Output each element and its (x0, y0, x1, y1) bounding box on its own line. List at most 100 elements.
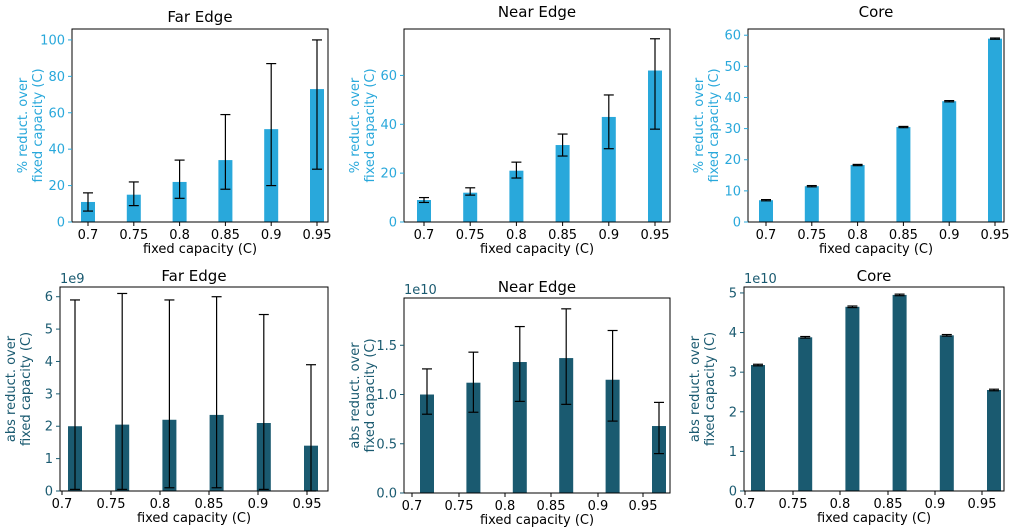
y-tick-label: 0 (729, 485, 737, 500)
error-bar (806, 184, 817, 188)
error-bar (557, 133, 568, 157)
x-tick-label: 0.95 (981, 228, 1010, 243)
y-tick-label: 50 (724, 60, 741, 75)
y-tick-label: 5 (45, 323, 53, 338)
error-bar (761, 198, 771, 202)
bar (896, 127, 911, 222)
bar (652, 426, 666, 493)
y-axis-label-line: abs reduct. over (348, 342, 363, 449)
error-bar (83, 192, 93, 212)
y-tick-label: 0 (45, 485, 53, 500)
bar (172, 181, 187, 222)
x-axis-label: fixed capacity (C) (819, 242, 933, 257)
chart-title: Far Edge (161, 267, 226, 285)
y-axis-label: % reduct. overfixed capacity (C) (348, 68, 378, 182)
x-axis-label: fixed capacity (C) (137, 511, 251, 526)
bar (942, 101, 957, 222)
x-tick-label: 0.95 (968, 497, 997, 512)
bar (988, 38, 1002, 223)
x-axis-label: fixed capacity (C) (143, 242, 257, 257)
y-axis-label-line: fixed capacity (C) (31, 68, 46, 182)
y-tick-label: 3 (729, 366, 737, 381)
x-tick-label: 0.9 (248, 497, 269, 512)
subplot-2: 0 20 40 60 0.7 0.75 0.8 0.85 0.9 0.95 Near Edge fix… (348, 3, 671, 257)
bar (420, 394, 434, 493)
error-bar (174, 159, 185, 199)
error-bar (514, 325, 525, 403)
y-tick-label: 1 (729, 445, 737, 460)
x-tick-label: 0.8 (830, 497, 851, 512)
bar (759, 200, 773, 222)
y-axis-label: % reduct. overfixed capacity (C) (16, 68, 46, 182)
error-bar (753, 363, 763, 367)
axes-frame (71, 28, 329, 223)
bar (798, 337, 813, 491)
subplot-3: 0 10 20 30 40 50 60 0.7 0.75 0.8 0.85 0.9 0.95 Core fi… (692, 3, 1009, 257)
y-tick-label: 2 (729, 405, 737, 420)
y-tick-label: 80 (48, 70, 65, 85)
y-tick-label: 4 (729, 326, 737, 341)
y-axis-label-line: abs reduct. over (4, 335, 19, 442)
chart-title: Near Edge (498, 278, 576, 296)
y-tick-label: 40 (724, 91, 741, 106)
y-axis-label: % reduct. overfixed capacity (C) (692, 68, 722, 182)
axes-frame (747, 28, 1005, 223)
y-tick-label: 1.0 (376, 388, 397, 403)
x-axis-label: fixed capacity (C) (480, 242, 594, 257)
y-tick-label: 3 (45, 387, 53, 402)
bar (463, 192, 478, 222)
y-tick-label: 10 (724, 184, 741, 199)
error-bar (422, 368, 432, 415)
error-bar (164, 299, 175, 489)
y-tick-label: 20 (380, 167, 397, 182)
y-tick-label: 40 (48, 143, 65, 158)
y-tick-label: 1 (45, 452, 53, 467)
error-bar (898, 125, 909, 129)
x-tick-label: 0.75 (97, 497, 126, 512)
x-tick-label: 0.7 (402, 499, 423, 514)
x-axis-label: fixed capacity (C) (817, 511, 931, 526)
y-tick-label: 6 (45, 290, 53, 305)
x-tick-label: 0.7 (78, 228, 99, 243)
error-bar (800, 335, 811, 339)
y-tick-label: 0 (389, 216, 397, 231)
x-tick-label: 0.85 (548, 228, 577, 243)
y-tick-label: 60 (724, 29, 741, 44)
x-tick-label: 0.85 (889, 228, 918, 243)
x-tick-label: 0.8 (506, 228, 527, 243)
x-tick-label: 0.75 (456, 228, 485, 243)
bar (605, 379, 620, 493)
x-tick-label: 0.7 (52, 497, 73, 512)
subplot-4: 0 1 2 3 4 5 6 0.7 0.75 0.8 0.85 0.9 0.95 Far Edge fixe… (4, 267, 329, 526)
x-tick-label: 0.9 (925, 497, 946, 512)
bar (892, 294, 907, 491)
y-tick-label: 100 (40, 33, 65, 48)
bar (218, 160, 233, 222)
error-bar (852, 163, 863, 167)
y-tick-label: 20 (48, 179, 65, 194)
bar (751, 365, 765, 491)
x-tick-label: 0.9 (598, 228, 619, 243)
x-tick-label: 0.75 (797, 228, 826, 243)
error-bar (650, 38, 660, 130)
x-tick-label: 0.85 (211, 228, 240, 243)
y-axis-label: abs reduct. overfixed capacity (C) (4, 332, 34, 446)
axis-exponent: 1e10 (404, 283, 437, 298)
x-axis-label: fixed capacity (C) (480, 513, 594, 527)
y-tick-label: 0.0 (376, 487, 397, 502)
x-tick-label: 0.8 (847, 228, 868, 243)
bar (845, 306, 860, 491)
error-bar (941, 333, 952, 337)
error-bar (128, 181, 139, 207)
error-bar (312, 39, 322, 170)
bar (126, 194, 141, 222)
x-tick-label: 0.85 (874, 497, 903, 512)
y-tick-label: 0 (733, 216, 741, 231)
y-axis-label-line: fixed capacity (C) (707, 68, 722, 182)
x-tick-label: 0.95 (303, 228, 332, 243)
x-tick-label: 0.95 (629, 499, 658, 514)
chart-title: Core (859, 3, 894, 21)
x-tick-label: 0.85 (195, 497, 224, 512)
y-tick-label: 40 (380, 118, 397, 133)
